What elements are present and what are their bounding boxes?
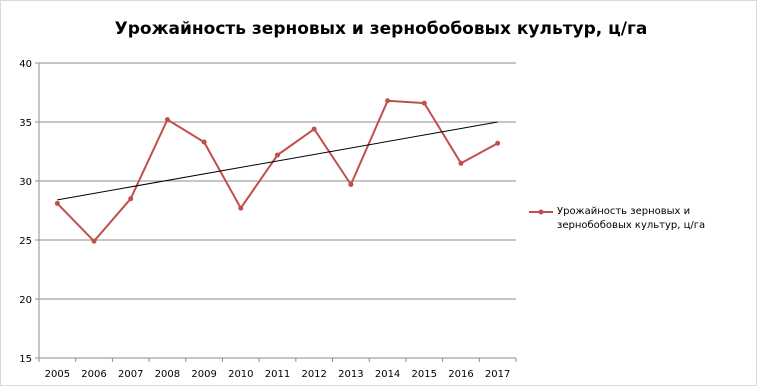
data-point-2011 — [275, 152, 280, 158]
data-point-2012 — [311, 126, 317, 132]
x-tick-label-2014: 2014 — [375, 369, 400, 380]
y-tick-label-40: 40 — [19, 59, 32, 70]
data-point-2017 — [495, 140, 501, 146]
data-point-2009 — [201, 139, 207, 145]
x-tick-label-2010: 2010 — [228, 369, 253, 380]
legend-label: Урожайность зерновых и зернобобовых куль… — [557, 206, 706, 231]
x-tick-label-2011: 2011 — [265, 369, 290, 380]
data-point-2016 — [458, 160, 464, 166]
data-point-2006 — [91, 238, 97, 244]
y-tick-label-15: 15 — [19, 354, 32, 365]
legend: Урожайность зерновых и зернобобовых куль… — [528, 205, 753, 233]
trendline — [57, 121, 498, 201]
data-point-2015 — [421, 100, 427, 106]
data-point-2008 — [164, 117, 170, 123]
data-point-2014 — [385, 98, 391, 104]
legend-swatch — [529, 209, 553, 215]
x-tick-label-2017: 2017 — [485, 369, 510, 380]
x-tick-label-2005: 2005 — [45, 369, 70, 380]
data-point-2010 — [238, 205, 244, 211]
chart-title: Урожайность зерновых и зернобобовых куль… — [114, 19, 648, 39]
x-tick-label-2016: 2016 — [448, 369, 473, 380]
data-point-2005 — [54, 200, 60, 206]
data-point-2013 — [348, 182, 354, 188]
data-point-2007 — [128, 196, 134, 202]
x-tick-label-2015: 2015 — [412, 369, 437, 380]
x-tick-label-2008: 2008 — [155, 369, 180, 380]
y-tick-label-30: 30 — [19, 177, 32, 188]
x-tick-label-2007: 2007 — [118, 369, 143, 380]
x-tick-label-2006: 2006 — [81, 369, 106, 380]
y-tick-label-20: 20 — [19, 295, 32, 306]
x-tick-label-2012: 2012 — [301, 369, 326, 380]
y-tick-label-35: 35 — [19, 118, 32, 129]
y-tick-label-25: 25 — [19, 236, 32, 247]
x-tick-label-2009: 2009 — [191, 369, 216, 380]
x-tick-label-2013: 2013 — [338, 369, 363, 380]
